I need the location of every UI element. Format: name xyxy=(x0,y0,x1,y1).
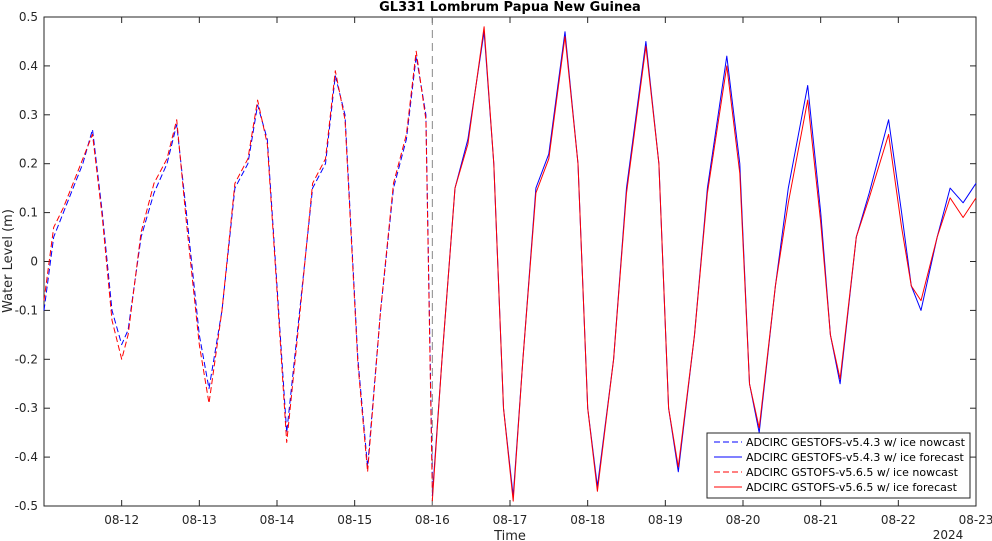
x-tick-label: 08-22 xyxy=(881,513,916,527)
y-tick-label: 0.1 xyxy=(19,206,38,220)
y-tick-label: -0.5 xyxy=(15,499,38,513)
y-tick-label: 0.4 xyxy=(19,59,38,73)
x-tick-label: 08-16 xyxy=(415,513,450,527)
legend-label: ADCIRC GESTOFS-v5.4.3 w/ ice forecast xyxy=(746,451,965,464)
y-tick-label: -0.3 xyxy=(15,401,38,415)
x-tick-label: 08-18 xyxy=(570,513,605,527)
x-tick-label: 08-13 xyxy=(182,513,217,527)
series-line-4 xyxy=(431,26,977,502)
y-tick-label: -0.1 xyxy=(15,303,38,317)
y-tick-label: 0.3 xyxy=(19,108,38,122)
y-tick-label: -0.4 xyxy=(15,450,38,464)
y-axis-label: Water Level (m) xyxy=(1,209,16,313)
series-group xyxy=(43,26,977,502)
x-axis-ticks: 08-12 08-13 08-14 08-15 08-16 08-17 08-18 08-19… xyxy=(104,17,992,527)
legend-label: ADCIRC GESTOFS-v5.4.3 w/ ice nowcast xyxy=(746,436,966,449)
x-tick-label: 08-14 xyxy=(260,513,295,527)
chart-title: GL331 Lombrum Papua New Guinea xyxy=(379,0,641,15)
x-tick-label: 08-23 xyxy=(959,513,992,527)
x-tick-label: 08-19 xyxy=(648,513,683,527)
y-tick-label: 0.2 xyxy=(19,157,38,171)
x-axis-year-label: 2024 xyxy=(933,528,964,541)
y-axis-ticks: -0.5 -0.4 -0.3 -0.2 -0.1 0 0.1 0.2 0.3 0.4 0.5 xyxy=(15,10,976,513)
y-tick-label: 0.5 xyxy=(19,10,38,24)
x-axis-label: Time xyxy=(493,529,526,541)
x-tick-label: 08-12 xyxy=(104,513,139,527)
y-tick-label: -0.2 xyxy=(15,352,38,366)
legend-box xyxy=(706,432,971,499)
legend-label: ADCIRC GSTOFS-v5.6.5 w/ ice forecast xyxy=(746,481,958,494)
plot-area xyxy=(43,16,977,507)
legend-label: ADCIRC GSTOFS-v5.6.5 w/ ice nowcast xyxy=(746,466,959,479)
series-line-1 xyxy=(43,55,433,482)
x-tick-label: 08-21 xyxy=(803,513,838,527)
series-line-3 xyxy=(43,50,433,492)
x-tick-label: 08-15 xyxy=(337,513,372,527)
x-tick-label: 08-17 xyxy=(493,513,528,527)
x-tick-label: 08-20 xyxy=(726,513,761,527)
legend: ADCIRC GESTOFS-v5.4.3 w/ ice nowcast ADCI… xyxy=(706,432,971,499)
y-tick-label: 0 xyxy=(30,255,38,269)
